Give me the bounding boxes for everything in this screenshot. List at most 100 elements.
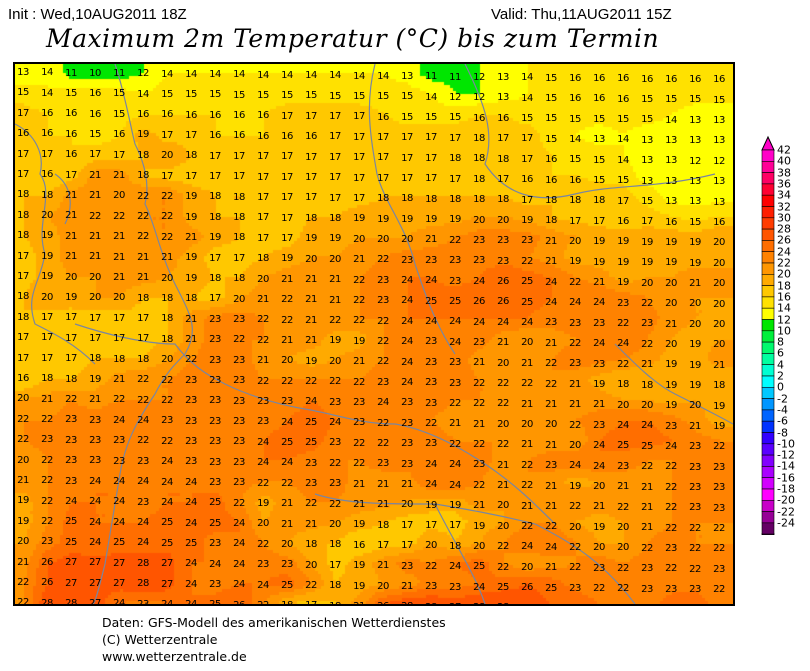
temperature-value: 19 bbox=[329, 233, 341, 245]
temperature-value: 17 bbox=[185, 170, 197, 182]
temperature-value: 17 bbox=[281, 151, 293, 163]
temperature-value: 15 bbox=[65, 87, 77, 99]
temperature-value: 15 bbox=[305, 90, 317, 102]
temperature-value: 22 bbox=[377, 356, 389, 368]
temperature-value: 22 bbox=[41, 495, 53, 507]
temperature-value: 20 bbox=[401, 499, 413, 511]
coastline-adriatic bbox=[534, 523, 636, 604]
temperature-value: 24 bbox=[425, 479, 437, 491]
temperature-value: 23 bbox=[425, 397, 437, 409]
temperature-value: 24 bbox=[161, 598, 173, 606]
legend-label: -10 bbox=[777, 437, 795, 451]
temperature-value: 18 bbox=[233, 191, 245, 203]
temperature-value: 28 bbox=[401, 602, 413, 604]
temperature-value: 21 bbox=[593, 277, 605, 288]
legend-band bbox=[761, 454, 775, 467]
temperature-value: 22 bbox=[137, 211, 149, 223]
temperature-value: 18 bbox=[593, 195, 605, 207]
temperature-value: 19 bbox=[185, 252, 197, 264]
legend-label: -2 bbox=[777, 392, 788, 406]
temperature-value: 23 bbox=[593, 358, 605, 370]
temperature-value: 27 bbox=[113, 578, 125, 589]
temperature-value: 21 bbox=[113, 251, 125, 263]
temperature-value: 21 bbox=[545, 480, 557, 492]
temperature-value: 16 bbox=[593, 73, 605, 84]
temperature-value: 14 bbox=[305, 70, 317, 81]
legend-band bbox=[761, 149, 775, 162]
temperature-value: 22 bbox=[569, 419, 581, 431]
temperature-value: 20 bbox=[113, 292, 125, 304]
temperature-value: 22 bbox=[257, 477, 269, 489]
temperature-value: 22 bbox=[17, 577, 29, 588]
temperature-value: 23 bbox=[185, 395, 197, 407]
temperature-value: 23 bbox=[377, 376, 389, 388]
temperature-value: 23 bbox=[281, 559, 293, 571]
temperature-value: 18 bbox=[161, 333, 173, 345]
legend-band bbox=[761, 228, 775, 241]
coastline-alps bbox=[314, 493, 536, 525]
temperature-value: 15 bbox=[209, 89, 221, 101]
temperature-value: 19 bbox=[449, 499, 461, 511]
temperature-value: 22 bbox=[377, 254, 389, 266]
temperature-value: 24 bbox=[257, 436, 269, 448]
legend-band bbox=[761, 443, 775, 456]
temperature-value: 23 bbox=[473, 459, 485, 471]
temperature-value: 24 bbox=[305, 396, 317, 408]
temperature-value: 23 bbox=[137, 455, 149, 467]
temperature-value: 23 bbox=[209, 436, 221, 448]
temperature-value: 16 bbox=[65, 149, 77, 161]
temperature-value: 23 bbox=[113, 435, 125, 447]
temperature-value: 17 bbox=[257, 232, 269, 244]
temperature-value: 22 bbox=[617, 562, 629, 574]
temperature-value: 14 bbox=[353, 70, 365, 82]
temperature-value: 24 bbox=[185, 599, 197, 606]
temperature-value: 21 bbox=[377, 560, 389, 572]
temperature-value: 23 bbox=[497, 235, 509, 247]
temperature-value: 15 bbox=[593, 113, 605, 125]
temperature-value: 23 bbox=[425, 336, 437, 348]
temperature-value: 26 bbox=[689, 605, 701, 606]
temperature-value: 22 bbox=[665, 563, 677, 575]
temperature-value: 22 bbox=[569, 337, 581, 349]
temperature-value: 21 bbox=[641, 522, 653, 534]
temperature-value: 22 bbox=[161, 394, 173, 406]
website-link[interactable]: www.wetterzentrale.de bbox=[102, 649, 247, 664]
temperature-value: 18 bbox=[545, 194, 557, 206]
temperature-value: 22 bbox=[377, 335, 389, 347]
temperature-value: 18 bbox=[161, 292, 173, 304]
temperature-value: 27 bbox=[521, 603, 533, 604]
temperature-value: 24 bbox=[233, 518, 245, 530]
temperature-value: 21 bbox=[185, 333, 197, 345]
temperature-value: 23 bbox=[281, 396, 293, 408]
temperature-value: 17 bbox=[401, 519, 413, 531]
temperature-value: 20 bbox=[17, 536, 29, 548]
legend-band bbox=[761, 160, 775, 173]
temperature-value: 23 bbox=[593, 419, 605, 431]
temperature-value: 21 bbox=[185, 313, 197, 325]
legend-label: 40 bbox=[777, 154, 791, 168]
temperature-value: 22 bbox=[593, 583, 605, 594]
temperature-value: 20 bbox=[257, 273, 269, 285]
temperature-value: 18 bbox=[41, 189, 53, 201]
legend-label: 8 bbox=[777, 335, 784, 349]
temperature-value: 27 bbox=[113, 557, 125, 569]
temperature-value: 23 bbox=[185, 415, 197, 427]
temperature-value: 13 bbox=[641, 134, 653, 146]
temperature-value: 24 bbox=[89, 496, 101, 508]
temperature-value: 23 bbox=[185, 456, 197, 468]
temperature-value: 23 bbox=[233, 436, 245, 448]
temperature-value: 15 bbox=[281, 90, 293, 102]
temperature-value: 23 bbox=[569, 358, 581, 370]
temperature-value: 24 bbox=[425, 275, 437, 287]
temperature-value: 23 bbox=[89, 434, 101, 446]
temperature-value: 20 bbox=[665, 277, 677, 289]
temperature-value: 17 bbox=[89, 149, 101, 161]
temperature-value: 22 bbox=[689, 543, 701, 555]
coastline-germany bbox=[304, 408, 556, 525]
temperature-value: 19 bbox=[353, 580, 365, 592]
temperature-value: 24 bbox=[545, 276, 557, 288]
temperature-value: 17 bbox=[281, 171, 293, 183]
temperature-value: 21 bbox=[713, 359, 725, 371]
temperature-value: 25 bbox=[281, 436, 293, 448]
temperature-value: 21 bbox=[641, 501, 653, 513]
